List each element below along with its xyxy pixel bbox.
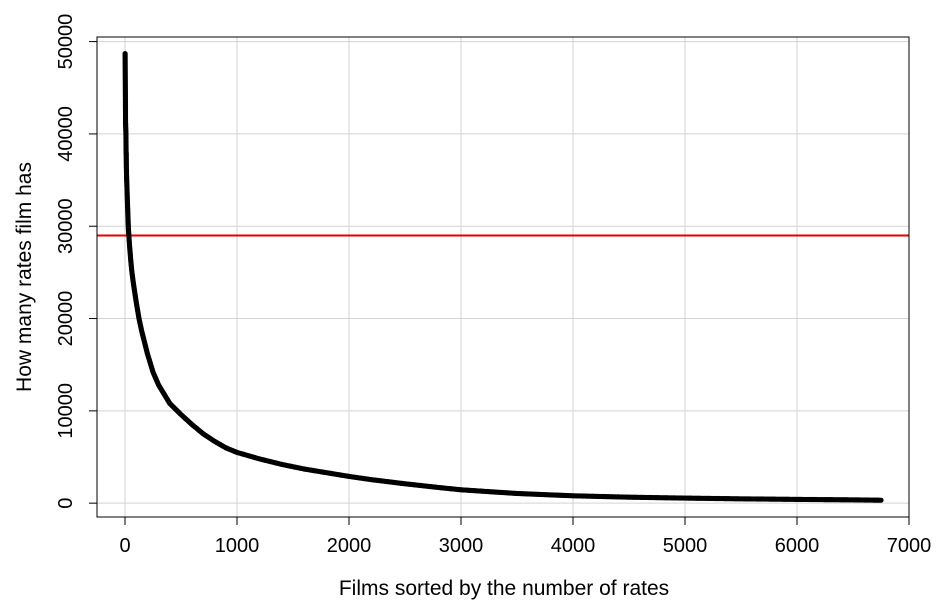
x-axis-title: Films sorted by the number of rates: [339, 577, 669, 600]
y-tick-label: 20000: [55, 291, 77, 347]
y-axis-title: How many rates film has: [13, 162, 36, 392]
x-tick-label: 6000: [775, 535, 820, 557]
x-tick-label: 5000: [663, 535, 708, 557]
x-tick-label: 4000: [551, 535, 596, 557]
x-tick-label: 1000: [215, 535, 260, 557]
y-tick-label: 10000: [55, 383, 77, 439]
y-axis: 0 10000 20000 30000 40000 50000: [55, 14, 97, 509]
y-tick-label: 0: [55, 498, 77, 509]
y-tick-label: 50000: [55, 14, 77, 70]
grid: [97, 37, 910, 517]
data-points: [122, 51, 884, 503]
y-tick-label: 40000: [55, 106, 77, 162]
plot-border: [96, 36, 910, 518]
x-tick-label: 2000: [327, 535, 372, 557]
data-point: [876, 497, 883, 503]
x-axis: 0 1000 2000 3000 4000 5000 6000 7000: [119, 517, 931, 557]
x-tick-label: 3000: [439, 535, 484, 557]
x-tick-label: 7000: [887, 535, 932, 557]
x-tick-label: 0: [119, 535, 130, 557]
y-tick-label: 30000: [55, 198, 77, 254]
